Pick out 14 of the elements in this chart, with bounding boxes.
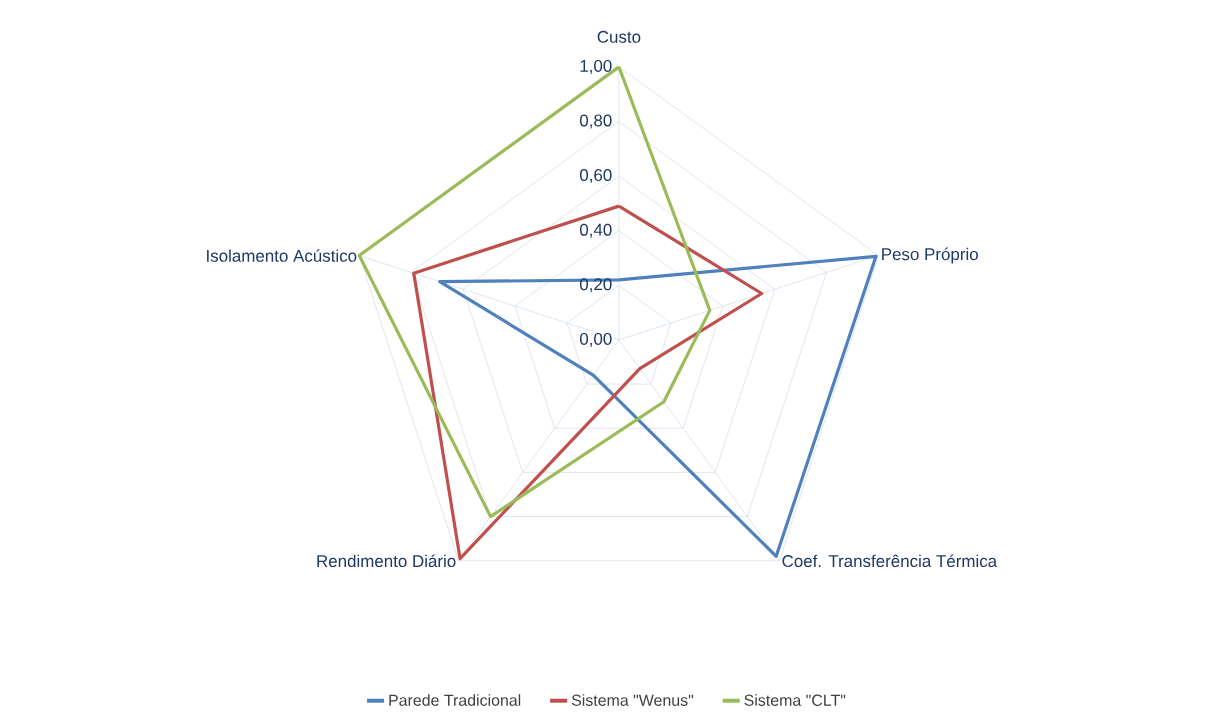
legend-label: Parede Tradicional (389, 694, 521, 706)
y-tick-label: 0,80 (579, 114, 612, 129)
legend-label: Sistema "CLT" (744, 694, 846, 706)
spoke-label: Rendimento Diário (317, 554, 456, 568)
spoke-label: Coef. Transferência Térmica (782, 554, 998, 568)
legend-label: Sistema "Wenus" (571, 694, 694, 706)
y-tick-label: 0,40 (579, 223, 612, 238)
y-tick-label: 1,00 (580, 59, 612, 74)
y-tick-label: 0,00 (579, 332, 612, 347)
spoke-label: Isolamento Acústico (207, 249, 357, 262)
y-tick-label: 0,20 (579, 278, 612, 293)
spoke-label: Peso Próprio (882, 247, 978, 264)
spoke-label: Custo (597, 30, 641, 43)
y-tick-label: 0,60 (579, 169, 612, 184)
